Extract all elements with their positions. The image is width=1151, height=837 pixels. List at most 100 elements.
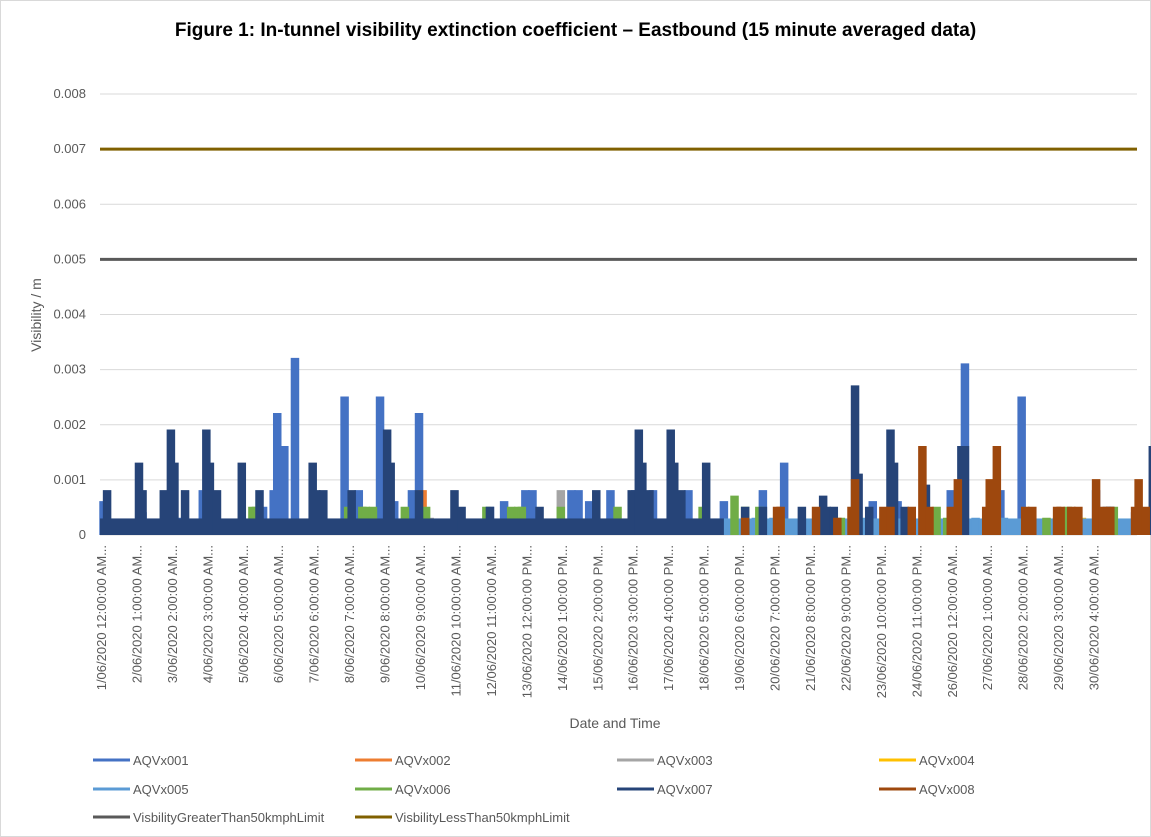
x-tick-label: 29/06/2020 3:00:00 AM... <box>1051 545 1066 690</box>
series-spike-AQVx007 <box>170 462 179 535</box>
series-spike-AQVx008 <box>1106 506 1115 535</box>
series-spike-AQVx001 <box>280 446 289 535</box>
x-tick-label: 3/06/2020 2:00:00 AM... <box>165 545 180 683</box>
series-spike-AQVx007 <box>237 462 247 535</box>
series-spike-AQVx001 <box>375 396 385 535</box>
legend-label: AQVx007 <box>657 782 713 797</box>
legend-label: AQVx003 <box>657 753 713 768</box>
y-tick-label: 0.008 <box>53 86 86 101</box>
x-tick-label: 16/06/2020 3:00:00 PM... <box>626 545 641 691</box>
series-spike-AQVx007 <box>864 506 874 535</box>
series-spike-AQVx001 <box>1017 396 1026 535</box>
series-spike-AQVx007 <box>205 462 215 535</box>
x-tick-label: 23/06/2020 10:00:00 PM... <box>874 545 889 698</box>
legend-item-AQVx007: AQVx007 <box>617 782 713 797</box>
x-tick-label: 30/06/2020 4:00:00 AM... <box>1087 545 1102 690</box>
series-spike-AQVx001 <box>290 357 300 535</box>
series-spike-AQVx007 <box>386 462 395 535</box>
series-spike-AQVx008 <box>879 506 888 535</box>
series-spike-AQVx007 <box>159 490 169 535</box>
legend-label: AQVx005 <box>133 782 189 797</box>
series-AQVx007 <box>100 385 1151 535</box>
legend-label: AQVx008 <box>919 782 975 797</box>
x-tick-label: 1/06/2020 12:00:00 AM... <box>94 545 109 690</box>
x-tick-label: 13/06/2020 12:00:00 PM... <box>519 545 534 698</box>
series-spike-AQVx008 <box>811 506 821 535</box>
legend-label: AQVx001 <box>133 753 189 768</box>
x-tick-label: 2/06/2020 1:00:00 AM... <box>129 545 144 683</box>
series-spike-AQVx007 <box>627 490 636 535</box>
y-tick-label: 0.004 <box>53 307 86 322</box>
series-spike-AQVx008 <box>776 506 785 535</box>
series-spike-AQVx008 <box>1098 506 1108 535</box>
x-tick-label: 21/06/2020 8:00:00 PM... <box>803 545 818 691</box>
series-spike-AQVx008 <box>1134 479 1143 535</box>
series-layer <box>99 357 1151 535</box>
legend-label: AQVx006 <box>395 782 451 797</box>
x-tick-label: 24/06/2020 11:00:00 PM... <box>909 545 924 697</box>
legend-item-AQVx004: AQVx004 <box>879 753 975 768</box>
series-spike-AQVx007 <box>677 490 686 535</box>
series-spike-AQVx008 <box>925 506 934 535</box>
legend-item-AQVx001: AQVx001 <box>93 753 189 768</box>
x-tick-label: 14/06/2020 1:00:00 PM... <box>555 545 570 691</box>
series-spike-AQVx008 <box>833 517 842 535</box>
x-tick-label: 17/06/2020 4:00:00 PM... <box>661 545 676 691</box>
legend-item-AQVx003: AQVx003 <box>617 753 713 768</box>
series-spike-AQVx006 <box>932 506 941 535</box>
series-spike-AQVx008 <box>918 446 927 535</box>
y-axis-ticks: 0 0.001 0.002 0.003 0.004 0.005 0.006 0.007 0.00… <box>53 86 86 542</box>
series-spike-AQVx008 <box>1141 506 1150 535</box>
legend-label: AQVx002 <box>395 753 451 768</box>
series-spike-AQVx007 <box>319 490 328 535</box>
x-tick-label: 19/06/2020 6:00:00 PM... <box>732 545 747 691</box>
series-spike-AQVx006 <box>1042 517 1051 535</box>
x-tick-label: 26/06/2020 12:00:00 AM... <box>945 545 960 698</box>
series-spike-AQVx008 <box>1074 506 1083 535</box>
legend-item-AQVx006: AQVx006 <box>355 782 451 797</box>
series-spike-AQVx007 <box>535 506 544 535</box>
series-spike-AQVx008 <box>907 506 917 535</box>
series-spike-AQVx006 <box>730 495 739 535</box>
series-spike-AQVx008 <box>985 479 995 535</box>
x-tick-label: 6/06/2020 5:00:00 AM... <box>271 545 286 683</box>
series-spike-AQVx008 <box>1028 506 1037 535</box>
series-spike-AQVx008 <box>886 506 895 535</box>
series-spike-AQVx008 <box>1067 506 1076 535</box>
y-axis-title: Visibility / m <box>28 278 44 352</box>
series-spike-AQVx007 <box>102 490 112 535</box>
series-spike-AQVx007 <box>701 462 711 535</box>
legend-item-AQVx005: AQVx005 <box>93 782 189 797</box>
x-tick-label: 9/06/2020 8:00:00 AM... <box>378 545 393 683</box>
series-spike-AQVx007 <box>457 506 466 535</box>
series-spike-AQVx007 <box>255 490 264 535</box>
series-AQVx008 <box>740 446 1150 535</box>
series-spike-AQVx007 <box>414 490 424 535</box>
series-spike-AQVx007 <box>450 490 459 535</box>
series-spike-AQVx005 <box>999 517 1009 535</box>
legend: AQVx001 AQVx002 AQVx003 AQVx004 AQVx005 AQVx0… <box>93 753 975 825</box>
limit-lines <box>100 147 1137 261</box>
series-spike-AQVx008 <box>953 479 963 535</box>
x-tick-label: 28/06/2020 2:00:00 AM... <box>1016 545 1031 690</box>
x-axis-ticks: 1/06/2020 12:00:00 AM... 2/06/2020 1:00:0… <box>94 545 1102 698</box>
x-tick-label: 8/06/2020 7:00:00 AM... <box>342 545 357 683</box>
legend-label: VisbilityLessThan50kmphLimit <box>395 810 570 825</box>
series-spike-AQVx007 <box>670 462 679 535</box>
legend-item-VisbilityLessThan50kmphLimit: VisbilityLessThan50kmphLimit <box>355 810 570 825</box>
y-tick-label: 0.006 <box>53 196 86 211</box>
x-tick-label: 15/06/2020 2:00:00 PM... <box>590 545 605 691</box>
x-tick-label: 7/06/2020 6:00:00 AM... <box>307 545 322 683</box>
x-tick-label: 11/06/2020 10:00:00 AM... <box>448 545 463 697</box>
series-spike-AQVx001 <box>340 396 349 535</box>
legend-item-AQVx008: AQVx008 <box>879 782 975 797</box>
series-spike-AQVx007 <box>592 490 601 535</box>
chart-title: Figure 1: In-tunnel visibility extinctio… <box>174 20 977 41</box>
legend-label: AQVx004 <box>919 753 975 768</box>
legend-item-VisbilityGreaterThan50kmphLimit: VisbilityGreaterThan50kmphLimit <box>93 810 325 825</box>
series-spike-AQVx008 <box>850 479 860 535</box>
series-spike-AQVx007 <box>645 490 654 535</box>
legend-label: VisbilityGreaterThan50kmphLimit <box>133 810 325 825</box>
